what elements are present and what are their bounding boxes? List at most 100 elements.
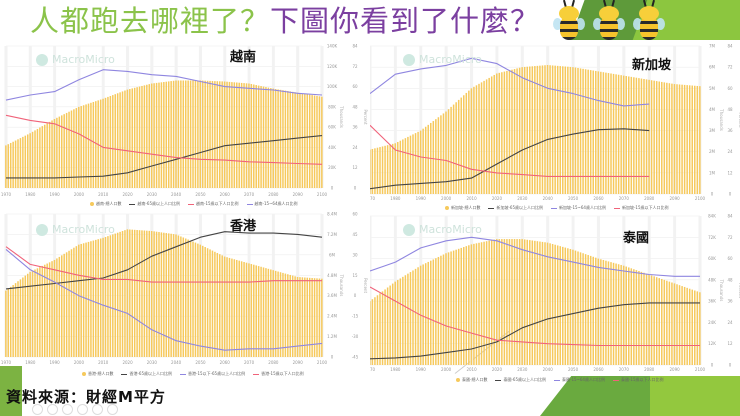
svg-text:84: 84 — [727, 214, 733, 219]
population-bar — [551, 244, 554, 365]
population-bar — [617, 264, 620, 365]
population-bar — [172, 234, 175, 357]
population-bar — [404, 275, 407, 365]
svg-text:0: 0 — [711, 363, 714, 368]
population-bar — [231, 82, 233, 188]
legend-item[interactable]: 越南-總人口數 — [90, 201, 121, 207]
svg-text:20K: 20K — [328, 165, 336, 170]
population-bar — [41, 126, 44, 188]
population-bar — [221, 255, 223, 357]
population-bar — [214, 81, 216, 188]
slides-icon[interactable] — [47, 404, 58, 415]
population-bar — [506, 70, 508, 194]
svg-text:1970: 1970 — [1, 192, 12, 197]
population-bar — [475, 85, 478, 194]
population-bar — [650, 275, 653, 365]
legend-item[interactable]: 泰國-15歲以下人口比例 — [612, 377, 664, 383]
subtitle-icon[interactable] — [77, 404, 88, 415]
more-icon[interactable] — [107, 404, 118, 415]
svg-text:140K: 140K — [327, 44, 338, 49]
population-bar — [554, 65, 556, 194]
population-bar — [391, 143, 394, 194]
population-bar — [289, 274, 291, 357]
svg-text:2020: 2020 — [492, 196, 503, 201]
legend-item[interactable]: 新加坡-15~64歲人口比例 — [551, 205, 606, 211]
legend-item[interactable]: 香港-15以下-65歲以上人口比例 — [180, 371, 245, 377]
population-bar — [158, 82, 160, 188]
population-bar — [643, 272, 645, 365]
population-bar — [496, 73, 498, 194]
legend-item[interactable]: 泰國-15~64歲人口比例 — [554, 377, 605, 383]
svg-text:15: 15 — [352, 273, 358, 278]
legend-item[interactable]: 新加坡-65歲以上人口比例 — [488, 205, 543, 211]
population-bar — [635, 270, 638, 365]
svg-text:Percent: Percent — [738, 283, 740, 298]
population-bar — [437, 256, 440, 365]
population-bar — [686, 287, 688, 365]
legend-item[interactable]: 新加坡-總人口數 — [445, 205, 480, 211]
legend-item[interactable]: 香港-65歲以上人口比例 — [121, 371, 172, 377]
legend-item[interactable]: 越南-15歲以下人口比例 — [188, 201, 239, 207]
watermark-text: MacroMicro — [52, 223, 115, 236]
population-bar — [544, 242, 546, 365]
population-bar — [167, 233, 170, 357]
svg-text:5M: 5M — [709, 86, 716, 91]
population-bar — [192, 241, 194, 357]
population-bar — [567, 248, 569, 365]
legend-item[interactable]: 越南-15~64歲人口比例 — [246, 201, 298, 207]
population-bar — [70, 249, 73, 357]
bee-icon — [592, 0, 626, 42]
svg-text:2080: 2080 — [644, 196, 655, 201]
legend-item[interactable]: 新加坡-15歲以下人口比例 — [613, 205, 669, 211]
population-bar — [501, 72, 503, 194]
population-bar — [228, 257, 231, 357]
population-bar — [197, 243, 199, 357]
population-bar — [508, 239, 511, 365]
legend-item[interactable]: 越南-65歲以上人口比例 — [129, 201, 180, 207]
population-bar — [160, 82, 163, 188]
population-bar — [668, 83, 671, 194]
population-bar — [562, 246, 564, 365]
population-bar — [119, 92, 121, 188]
population-bar — [638, 270, 640, 365]
population-bar — [630, 268, 633, 365]
data-source-label: 資料來源：財經M平方 — [6, 388, 166, 406]
population-bar — [112, 95, 114, 188]
svg-text:60: 60 — [727, 256, 733, 261]
legend-item[interactable]: 泰國-65歲以上人口比例 — [495, 377, 546, 383]
population-bar — [255, 85, 257, 188]
population-bar — [260, 86, 262, 188]
population-bar — [559, 246, 561, 365]
legend-item[interactable]: 香港-總人口數 — [82, 371, 113, 377]
svg-text:0: 0 — [331, 355, 334, 360]
population-bar — [673, 283, 676, 365]
population-bar — [694, 85, 696, 194]
pen-icon[interactable] — [32, 404, 43, 415]
camera-icon[interactable] — [92, 404, 103, 415]
svg-text:2030: 2030 — [147, 192, 158, 197]
population-bar — [61, 255, 63, 357]
population-bar — [194, 242, 197, 357]
legend-item[interactable]: 香港-15歲以下人口比例 — [253, 371, 304, 377]
svg-text:2010: 2010 — [98, 360, 109, 365]
svg-text:6M: 6M — [329, 252, 336, 257]
population-bar — [483, 80, 485, 194]
population-bar — [141, 85, 143, 188]
population-bar — [559, 66, 561, 194]
population-bar — [65, 252, 68, 357]
population-bar — [417, 131, 419, 194]
svg-text:60: 60 — [727, 86, 733, 91]
population-bar — [184, 80, 187, 188]
population-bar — [17, 139, 19, 188]
population-bar — [501, 239, 503, 365]
svg-text:2050: 2050 — [195, 192, 206, 197]
population-bar — [233, 259, 236, 357]
population-bar — [63, 253, 65, 357]
population-bar — [661, 278, 663, 365]
zoom-icon[interactable] — [62, 404, 73, 415]
population-bar — [126, 89, 129, 188]
population-bar — [9, 286, 12, 357]
population-bar — [432, 259, 435, 365]
bee-icon — [632, 0, 666, 42]
legend-item[interactable]: 泰國-總人口數 — [456, 377, 487, 383]
